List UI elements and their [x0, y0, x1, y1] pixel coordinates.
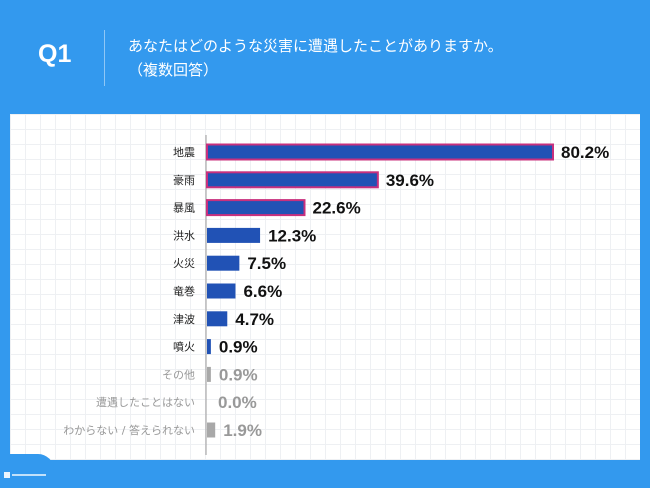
value-label: 0.9% [219, 338, 258, 357]
category-label: 洪水 [173, 228, 195, 242]
bar [207, 339, 211, 355]
category-label: わからない / 答えられない [63, 423, 195, 437]
value-label: 0.9% [219, 365, 258, 384]
value-label: 0.0% [218, 393, 257, 412]
bar [207, 311, 228, 327]
bar [207, 255, 240, 271]
value-label: 80.2% [561, 143, 609, 162]
company-logo [4, 472, 46, 478]
bar [207, 366, 211, 382]
category-label: 暴風 [173, 202, 195, 215]
bar [207, 422, 216, 438]
bar [207, 283, 236, 299]
value-label: 7.5% [247, 254, 286, 273]
value-label: 39.6% [386, 171, 434, 190]
category-label: その他 [162, 368, 195, 381]
bar [206, 143, 554, 161]
category-label: 火災 [173, 257, 195, 270]
category-label: 豪雨 [173, 173, 195, 187]
value-label: 12.3% [268, 226, 316, 245]
logo-tab [0, 454, 54, 476]
category-label: 竜巻 [173, 284, 195, 298]
question-title-line1: あなたはどのような災害に遭遇したことがありますか。 [128, 37, 503, 55]
bar [206, 171, 379, 189]
value-label: 4.7% [235, 310, 274, 329]
category-label: 津波 [173, 313, 195, 326]
question-number: Q1 [38, 40, 72, 68]
bar [207, 227, 261, 243]
question-title-line2: （複数回答） [128, 61, 219, 79]
category-label: 噴火 [173, 341, 195, 354]
value-label: 1.9% [223, 421, 262, 440]
chart-card [10, 114, 640, 460]
category-label: 地震 [173, 146, 195, 159]
value-label: 6.6% [243, 282, 282, 301]
category-label: 遭遇したことはない [96, 395, 195, 409]
header-divider [104, 30, 105, 86]
question-title: あなたはどのような災害に遭遇したことがありますか。 （複数回答） [128, 34, 503, 82]
bar [206, 199, 306, 217]
value-label: 22.6% [313, 199, 361, 218]
